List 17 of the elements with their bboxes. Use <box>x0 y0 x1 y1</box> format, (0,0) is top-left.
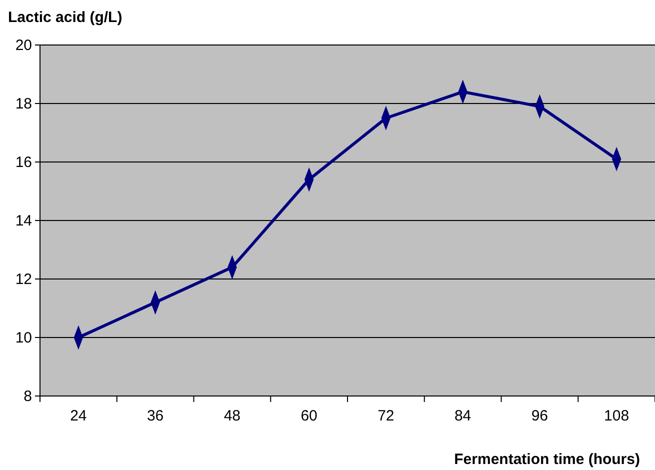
x-tick-label: 48 <box>224 408 241 425</box>
y-tick-label: 14 <box>15 212 32 230</box>
y-tick-label: 18 <box>15 95 32 112</box>
y-axis-title: Lactic acid (g/L) <box>8 9 122 26</box>
x-axis-title: Fermentation time (hours) <box>454 451 640 468</box>
x-tick-label: 36 <box>146 408 164 425</box>
x-tick-label: 108 <box>604 408 630 425</box>
x-tick-label: 60 <box>300 408 318 425</box>
x-tick-label: 96 <box>531 408 548 425</box>
y-tick-label: 20 <box>15 36 32 54</box>
x-tick-label: 72 <box>378 408 394 425</box>
x-tick-label: 24 <box>70 408 87 425</box>
x-tick-label: 84 <box>454 408 472 425</box>
y-tick-label: 8 <box>24 388 32 405</box>
y-tick-label: 16 <box>15 154 32 171</box>
y-tick-label: 12 <box>15 270 32 288</box>
y-tick-label: 10 <box>15 329 32 346</box>
